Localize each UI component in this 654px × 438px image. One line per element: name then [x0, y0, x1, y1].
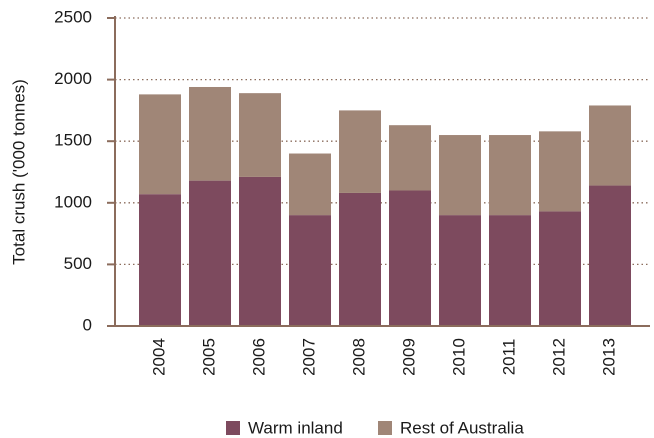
bar-segment [539, 131, 581, 212]
x-tick-label: 2006 [249, 338, 268, 376]
x-tick-label: 2005 [199, 338, 218, 376]
bar-segment [289, 215, 331, 326]
bar-segment [389, 190, 431, 326]
x-tick-label: 2007 [299, 338, 318, 376]
x-tick-label: 2008 [349, 338, 368, 376]
y-tick-label: 1000 [54, 192, 92, 211]
bar-segment [439, 215, 481, 326]
bar-segment [239, 176, 281, 326]
bar-segment [489, 215, 531, 326]
bar-segment [489, 135, 531, 216]
y-tick-label: 1500 [54, 131, 92, 150]
legend-label: Warm inland [248, 418, 343, 437]
x-tick-label: 2009 [399, 338, 418, 376]
x-tick-label: 2004 [149, 338, 168, 376]
x-tick-label: 2012 [549, 338, 568, 376]
x-tick-label: 2011 [499, 339, 518, 376]
bar-segment [239, 93, 281, 177]
bar-segment [589, 185, 631, 326]
bar-segment [539, 211, 581, 326]
bar-segment [189, 180, 231, 326]
bar-segment [389, 125, 431, 191]
y-axis-label: Total crush ('000 tonnes) [9, 79, 28, 265]
y-tick-label: 2500 [54, 7, 92, 26]
y-tick-label: 2000 [54, 69, 92, 88]
x-tick-label: 2013 [599, 338, 618, 376]
bar-segment [589, 105, 631, 186]
bar-segment [439, 135, 481, 216]
bar-segment [289, 153, 331, 216]
bar-segment [339, 192, 381, 326]
y-tick-label: 500 [64, 254, 92, 273]
y-tick-label: 0 [83, 315, 92, 334]
bar-segment [139, 94, 181, 195]
bar-segment [139, 194, 181, 326]
x-tick-label: 2010 [449, 338, 468, 376]
legend-label: Rest of Australia [400, 418, 524, 437]
legend-swatch [226, 421, 240, 435]
legend-swatch [378, 421, 392, 435]
bar-segment [339, 110, 381, 193]
bar-segment [189, 86, 231, 181]
